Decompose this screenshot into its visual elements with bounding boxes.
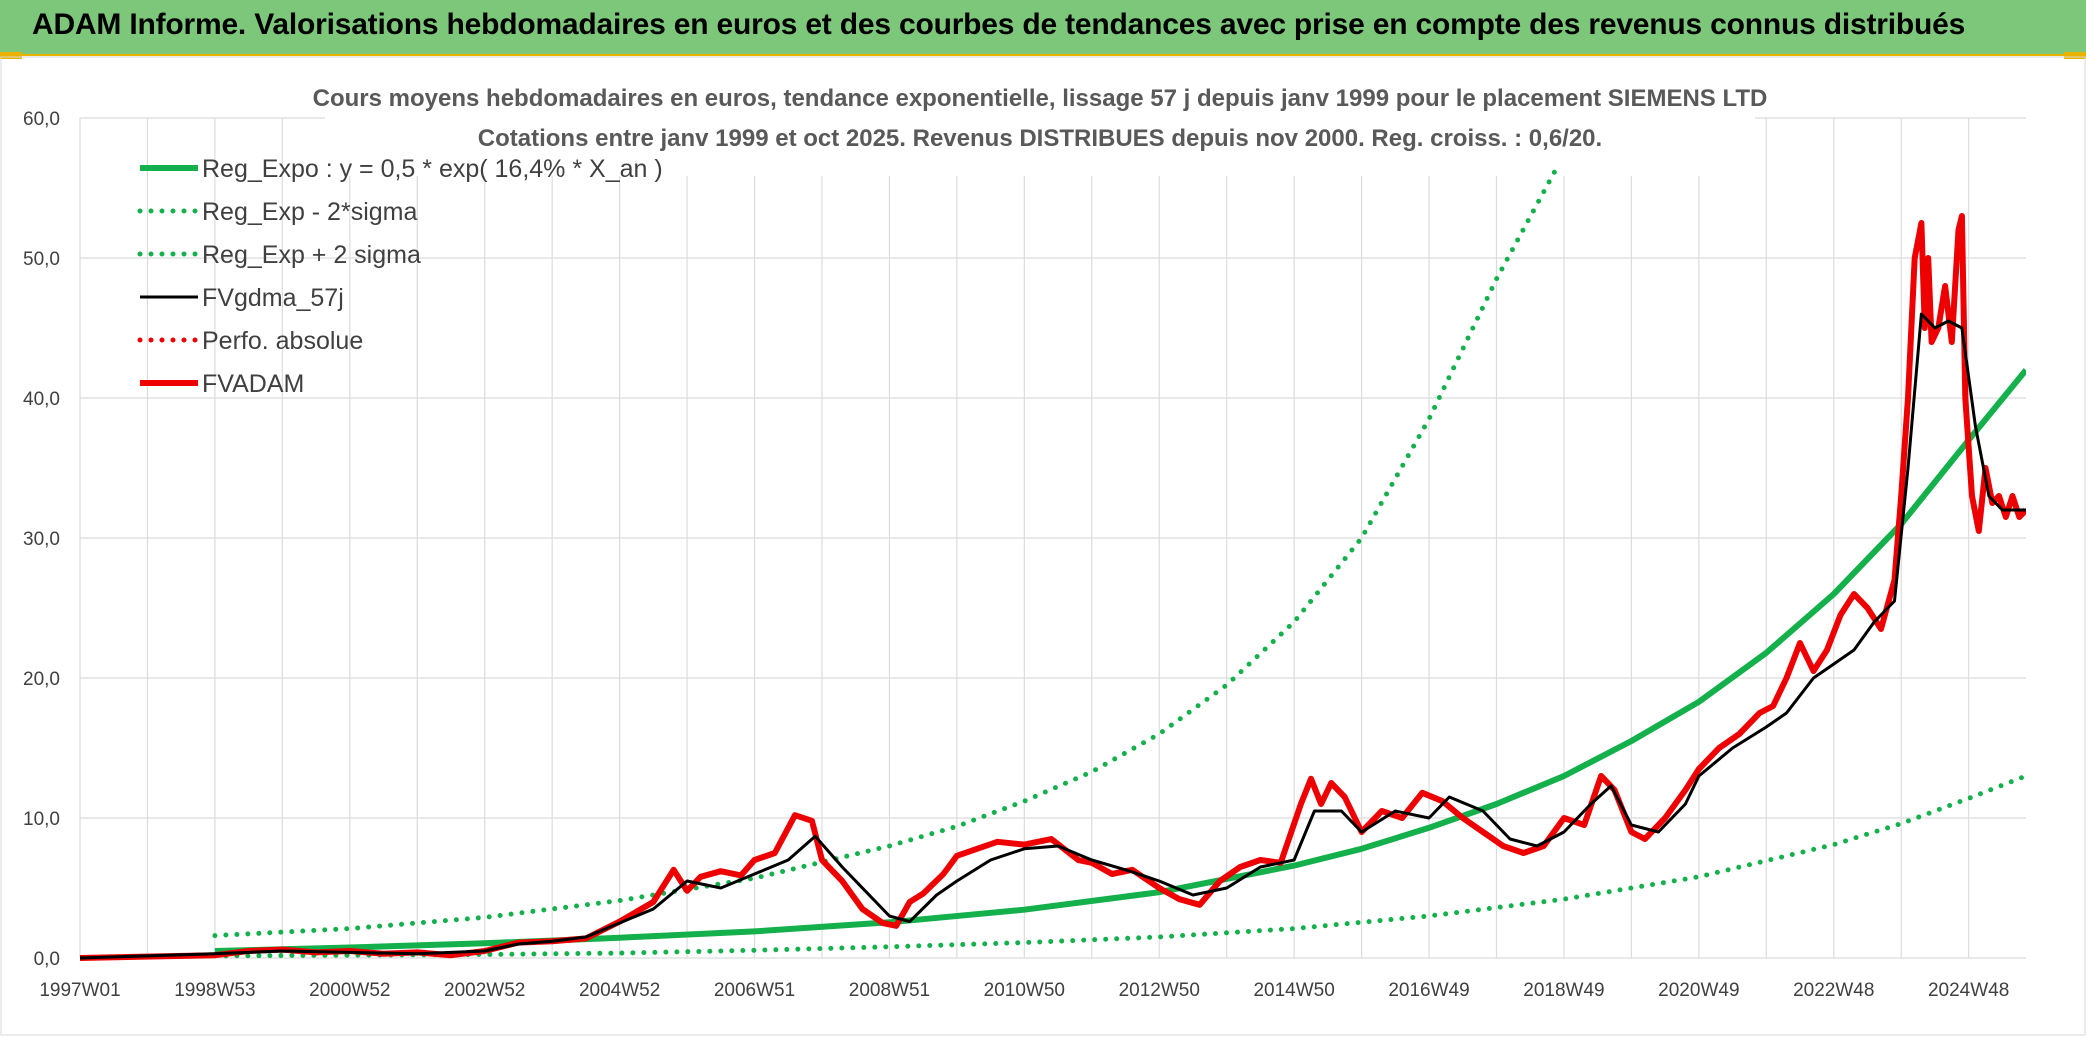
- chart-frame: [0, 56, 2086, 1036]
- chart-title: Cours moyens hebdomadaires en euros, ten…: [313, 85, 1768, 112]
- series-line-fvgdma-57j: [80, 312, 2026, 960]
- legend-label: Reg_Exp + 2 sigma: [202, 241, 421, 269]
- x-tick-label: 2016W49: [1388, 980, 1469, 1001]
- chart-legend: Reg_Expo : y = 0,5 * exp( 16,4% * X_an )…: [137, 155, 663, 398]
- legend-label: Perfo. absolue: [202, 327, 363, 355]
- legend-label: FVgdma_57j: [202, 284, 344, 312]
- x-tick-label: 2002W52: [444, 980, 525, 1001]
- chart-area: 0,0 10,0 20,0 30,0 40,0 50,0 60,0 1997W01 1998W…: [0, 56, 2086, 1036]
- x-tick-label: 2020W49: [1658, 980, 1739, 1001]
- x-tick-label: 2010W50: [984, 980, 1065, 1001]
- x-tick-label: 2024W48: [1928, 980, 2009, 1001]
- legend-label: FVADAM: [202, 370, 304, 398]
- report-banner: ADAM Informe. Valorisations hebdomadaire…: [0, 0, 2086, 56]
- banner-corner-right: [2064, 52, 2086, 59]
- y-tick-label: 40,0: [23, 389, 60, 410]
- x-tick-label: 2006W51: [714, 980, 795, 1001]
- y-tick-label: 20,0: [23, 669, 60, 690]
- x-axis-tick-labels: 1997W01 1998W53 2000W52 2002W52 2004W52 2006W…: [39, 980, 2009, 1001]
- y-tick-label: 50,0: [23, 249, 60, 270]
- series-line-reg-expo-y-0-5-exp-16-4-x-an: [214, 368, 2026, 954]
- chart-subtitle: Cotations entre janv 1999 et oct 2025. R…: [478, 125, 1602, 152]
- banner-corner-left: [0, 52, 22, 59]
- y-axis-tick-labels: 0,0 10,0 20,0 30,0 40,0 50,0 60,0: [23, 109, 60, 970]
- x-tick-label: 1997W01: [39, 980, 120, 1001]
- x-tick-label: 2018W49: [1523, 980, 1604, 1001]
- x-tick-label: 2000W52: [309, 980, 390, 1001]
- series-line-reg-exp-2-sigma: [212, 773, 2026, 959]
- x-tick-label: 2022W48: [1793, 980, 1874, 1001]
- series-layer: [80, 164, 2026, 961]
- banner-title: ADAM Informe. Valorisations hebdomadaire…: [32, 8, 1966, 41]
- legend-label: Reg_Expo : y = 0,5 * exp( 16,4% * X_an ): [202, 155, 663, 183]
- legend-label: Reg_Exp - 2*sigma: [202, 198, 417, 226]
- title-backdrop: [325, 66, 1755, 176]
- x-tick-label: 2008W51: [849, 980, 930, 1001]
- x-tick-label: 1998W53: [174, 980, 255, 1001]
- y-tick-label: 0,0: [34, 949, 60, 970]
- x-tick-label: 2012W50: [1119, 980, 1200, 1001]
- y-tick-label: 30,0: [23, 529, 60, 550]
- y-tick-label: 60,0: [23, 109, 60, 130]
- x-tick-label: 2004W52: [579, 980, 660, 1001]
- x-tick-label: 2014W50: [1253, 980, 1334, 1001]
- y-tick-label: 10,0: [23, 809, 60, 830]
